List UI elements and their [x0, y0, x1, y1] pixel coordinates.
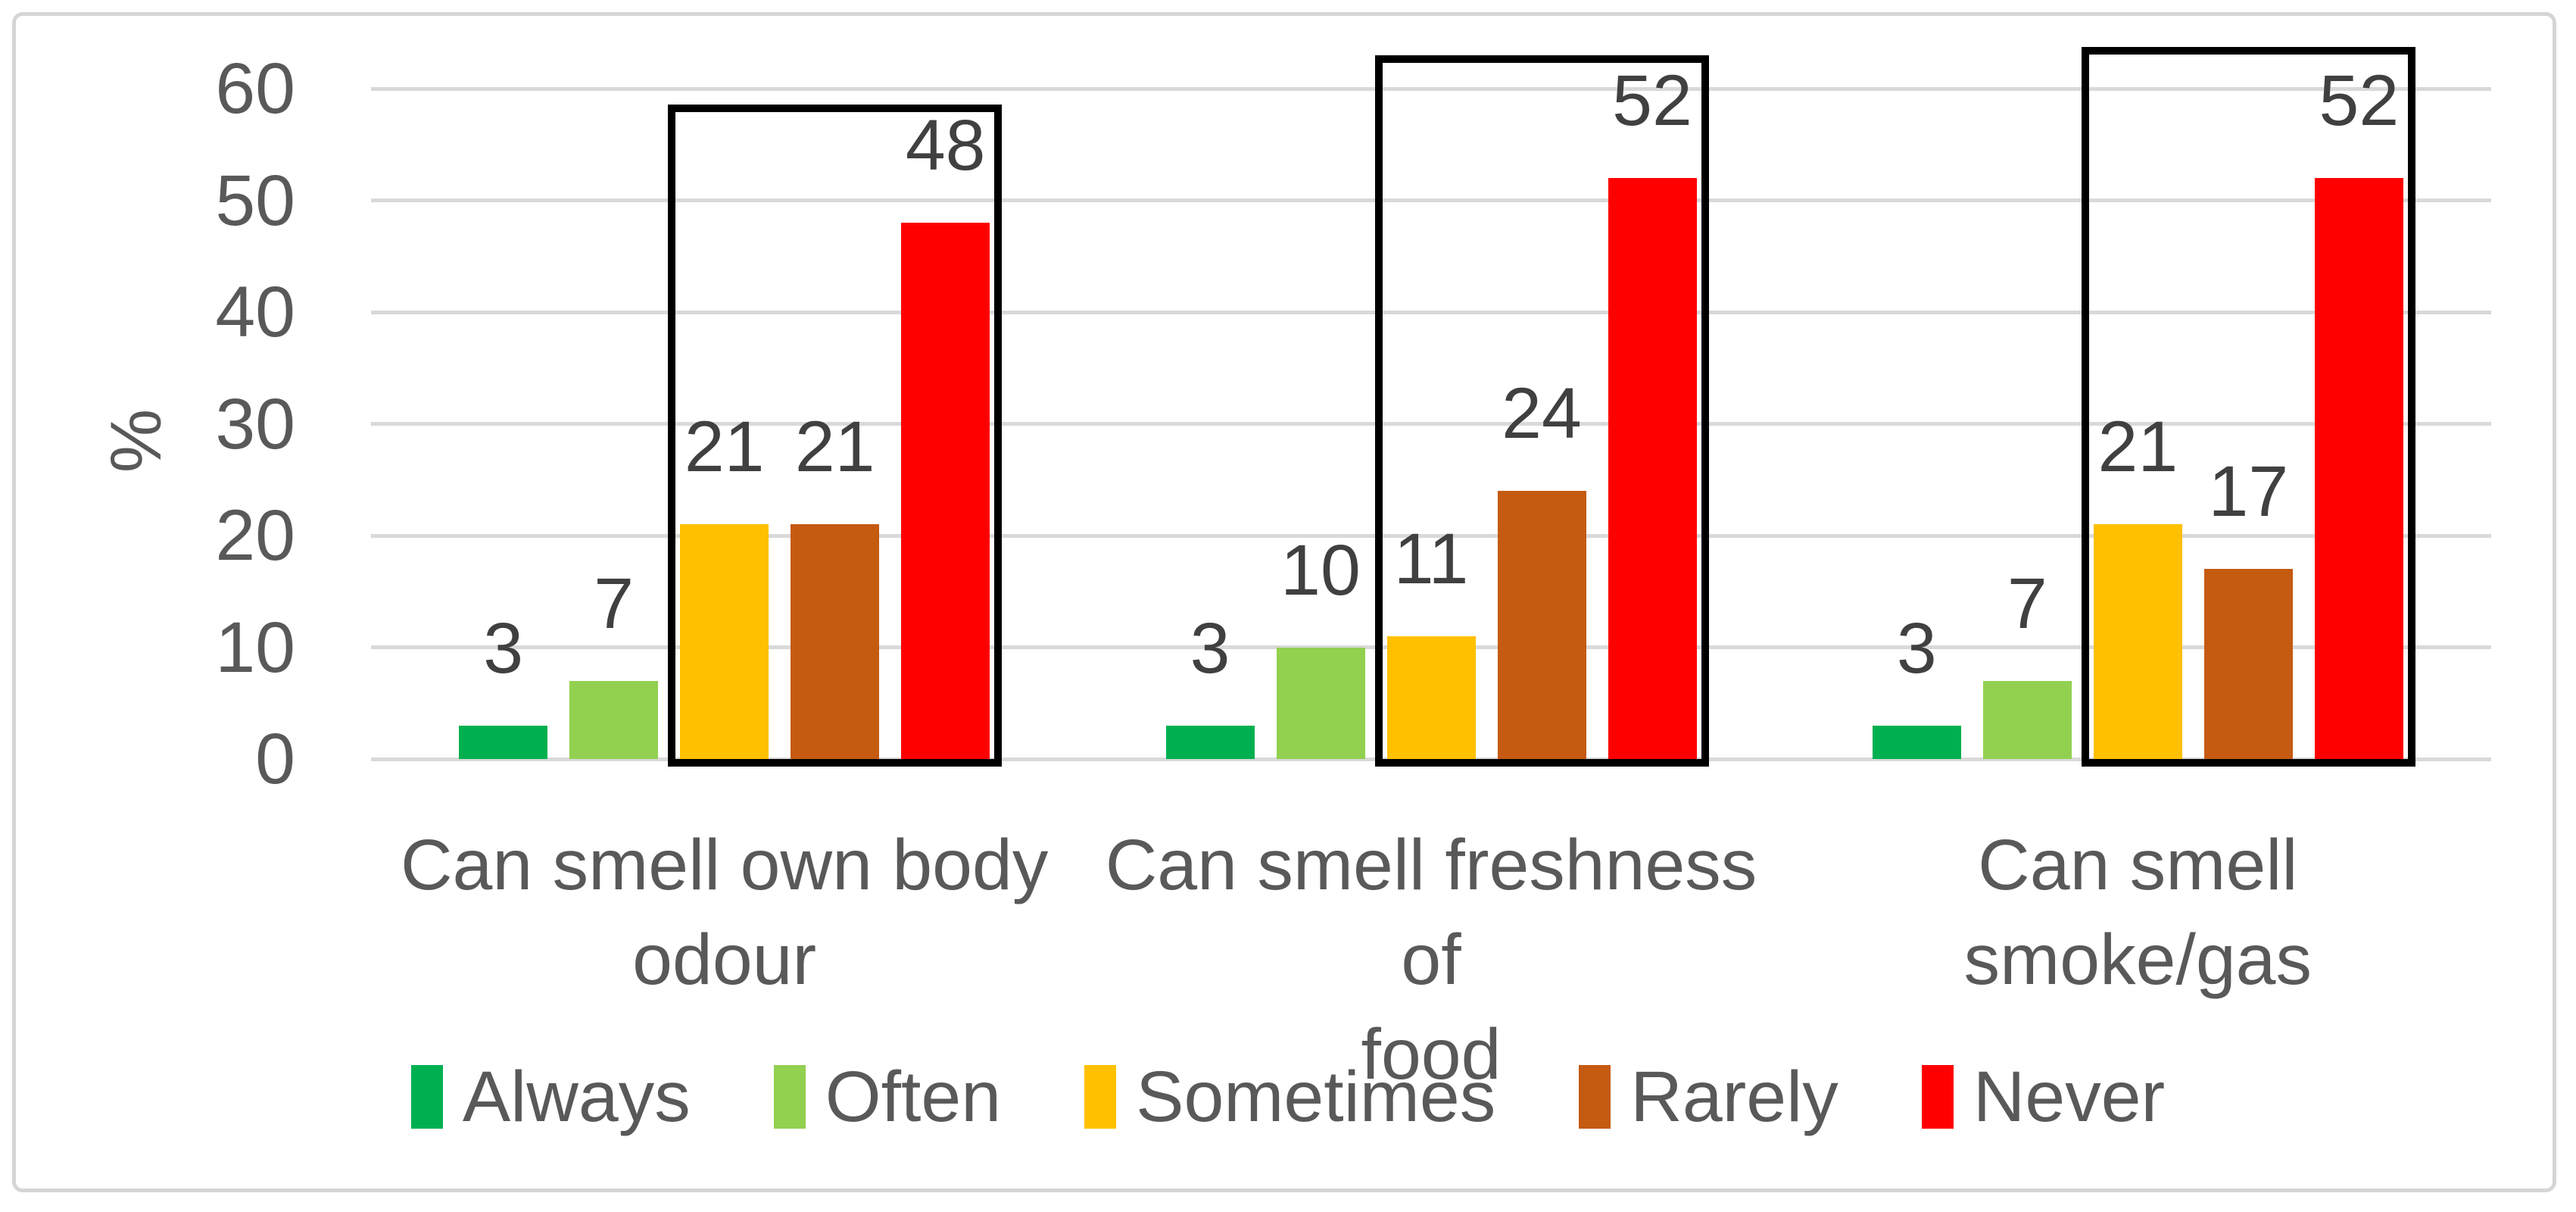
legend-label: Rarely [1630, 1057, 1838, 1137]
y-tick-label: 60 [215, 48, 295, 129]
bar-often [1982, 680, 2072, 759]
legend-item-rarely: Rarely [1579, 1055, 1838, 1139]
bar-value-label: 3 [1190, 608, 1230, 689]
legend-swatch-icon [410, 1065, 443, 1129]
gridline [371, 198, 2491, 202]
legend-item-always: Always [410, 1055, 691, 1139]
bar-value-label: 3 [483, 608, 524, 689]
category-label: Can smell smoke/gas [1963, 825, 2312, 1000]
legend-label: Never [1973, 1057, 2166, 1137]
chart-legend: Always Often Sometimes Rarely Never [0, 1051, 2576, 1142]
bar-often [1276, 647, 1365, 759]
bar-rarely [791, 524, 880, 759]
bar-value-label: 52 [2319, 61, 2400, 141]
category-label: Can smell own body odour [400, 825, 1049, 1000]
legend-label: Often [825, 1057, 1002, 1137]
bar-always [459, 725, 548, 759]
bar-value-label: 52 [1612, 61, 1692, 141]
bar-never [901, 223, 990, 759]
highlight-box [1374, 55, 1709, 767]
bar-value-label: 7 [2007, 563, 2047, 644]
bar-sometimes [2093, 524, 2182, 759]
bar-value-label: 11 [1393, 518, 1469, 599]
y-tick-label: 50 [215, 160, 295, 241]
y-tick-label: 40 [215, 272, 295, 352]
legend-swatch-icon [1579, 1065, 1611, 1129]
bar-sometimes [680, 524, 769, 759]
legend-item-sometimes: Sometimes [1084, 1055, 1495, 1139]
bar-always [1872, 725, 1961, 759]
bar-rarely [1497, 491, 1586, 759]
y-tick-label: 20 [215, 495, 295, 576]
legend-label: Always [462, 1057, 691, 1137]
y-tick-label: 30 [215, 383, 295, 464]
y-tick-label: 0 [255, 719, 295, 799]
legend-label: Sometimes [1136, 1057, 1496, 1137]
bar-value-label: 24 [1502, 373, 1582, 454]
bar-value-label: 48 [905, 105, 986, 186]
highlight-box [2081, 47, 2415, 767]
legend-swatch-icon [773, 1065, 806, 1129]
legend-item-never: Never [1921, 1055, 2166, 1139]
legend-swatch-icon [1084, 1065, 1117, 1129]
bar-sometimes [1386, 636, 1476, 759]
bar-value-label: 10 [1280, 529, 1361, 611]
bar-value-label: 21 [2097, 407, 2178, 488]
bar-always [1165, 725, 1255, 759]
bar-value-label: 3 [1896, 608, 1937, 689]
gridline [371, 533, 2491, 538]
bar-value-label: 21 [794, 407, 875, 488]
highlight-box [668, 104, 1003, 767]
legend-item-often: Often [773, 1055, 1002, 1139]
category-label: Can smell freshness of food [1105, 825, 1757, 1095]
bar-value-label: 17 [2208, 451, 2289, 533]
bar-never [1608, 178, 1697, 759]
bar-value-label: 21 [684, 407, 765, 488]
gridline [371, 86, 2491, 91]
bar-rarely [2203, 569, 2293, 759]
bar-value-label: 7 [594, 563, 635, 644]
bar-never [2314, 178, 2403, 759]
gridline [371, 422, 2491, 426]
bar-often [569, 680, 659, 759]
legend-swatch-icon [1921, 1065, 1954, 1129]
gridline [371, 310, 2491, 314]
y-tick-label: 10 [215, 607, 295, 688]
